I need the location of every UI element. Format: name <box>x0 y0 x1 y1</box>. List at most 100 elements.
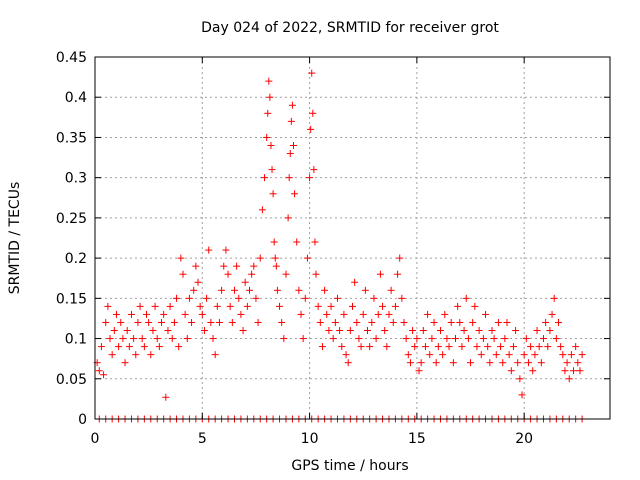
data-point <box>285 174 293 182</box>
x-tick-label: 0 <box>91 431 100 447</box>
data-point <box>205 246 213 254</box>
data-point <box>226 302 234 310</box>
data-point <box>254 318 262 326</box>
data-point <box>368 318 376 326</box>
data-point <box>415 367 423 375</box>
x-tick-label: 15 <box>408 431 426 447</box>
y-tick-label: 0.1 <box>65 332 87 348</box>
data-point <box>297 310 305 318</box>
data-point <box>224 270 232 278</box>
data-point <box>462 294 470 302</box>
data-point <box>349 302 356 310</box>
data-point <box>175 343 183 351</box>
data-point <box>353 318 361 326</box>
y-tick-label: 0.35 <box>56 130 87 146</box>
data-point <box>166 302 174 310</box>
data-point <box>164 327 172 335</box>
data-point <box>203 294 211 302</box>
data-point <box>559 351 567 359</box>
data-point <box>312 270 320 278</box>
data-point <box>192 262 200 270</box>
data-point <box>95 367 103 375</box>
data-point <box>391 302 399 310</box>
data-point <box>271 254 279 262</box>
data-point <box>531 351 539 359</box>
data-point <box>475 327 483 335</box>
data-point <box>464 335 472 343</box>
data-point <box>293 238 301 246</box>
data-point <box>276 302 284 310</box>
data-point <box>542 318 550 326</box>
data-point <box>555 318 562 326</box>
data-point <box>486 359 494 367</box>
data-point <box>524 359 532 367</box>
data-point <box>383 343 391 351</box>
data-point <box>385 310 393 318</box>
data-point <box>179 270 187 278</box>
data-point <box>301 294 309 302</box>
data-point <box>372 335 380 343</box>
data-point <box>132 351 140 359</box>
data-point <box>250 262 258 270</box>
data-point <box>494 318 502 326</box>
data-point <box>509 343 517 351</box>
x-tick-labels: 0 5 10 15 20 <box>91 431 534 447</box>
data-point <box>278 318 286 326</box>
data-point <box>492 351 500 359</box>
grid-lines <box>95 57 610 419</box>
data-point <box>406 359 414 367</box>
data-point <box>400 318 408 326</box>
y-tick-label: 0.4 <box>65 90 87 106</box>
data-point <box>267 141 275 149</box>
data-point <box>333 294 341 302</box>
x-axis-label: GPS time / hours <box>291 458 408 474</box>
data-point <box>402 335 410 343</box>
data-point <box>454 302 462 310</box>
x-tick-label: 5 <box>198 431 207 447</box>
data-point <box>263 133 271 141</box>
data-point <box>490 335 498 343</box>
data-point <box>295 286 303 294</box>
data-point <box>520 351 528 359</box>
y-tick-label: 0.2 <box>65 251 87 267</box>
data-point <box>398 294 406 302</box>
y-tick-label: 0.25 <box>56 211 87 227</box>
data-point <box>218 286 226 294</box>
data-point <box>452 335 459 343</box>
data-point <box>269 190 277 198</box>
data-point <box>287 117 295 125</box>
y-tick-label: 0 <box>78 412 87 428</box>
data-point <box>230 286 238 294</box>
data-point <box>104 302 112 310</box>
data-point <box>434 343 442 351</box>
data-point <box>143 310 150 318</box>
data-point <box>270 238 278 246</box>
data-point <box>309 109 317 117</box>
data-point <box>233 262 241 270</box>
data-point <box>512 327 520 335</box>
data-point <box>258 206 266 214</box>
data-point <box>108 351 116 359</box>
data-point <box>527 343 535 351</box>
data-point <box>222 246 230 254</box>
data-point <box>387 286 395 294</box>
data-point <box>268 166 276 174</box>
data-point <box>518 391 526 399</box>
data-point <box>357 343 365 351</box>
data-point <box>207 318 215 326</box>
data-point <box>364 327 372 335</box>
data-point <box>307 125 315 133</box>
data-point <box>185 294 193 302</box>
data-point <box>243 302 251 310</box>
data-point <box>110 327 118 335</box>
data-point <box>106 335 114 343</box>
data-point <box>115 343 123 351</box>
data-point <box>288 101 296 109</box>
data-point <box>173 294 181 302</box>
data-point <box>424 310 432 318</box>
data-point <box>284 214 292 222</box>
data-point <box>168 335 176 343</box>
data-point <box>529 367 537 375</box>
data-point <box>351 278 359 286</box>
